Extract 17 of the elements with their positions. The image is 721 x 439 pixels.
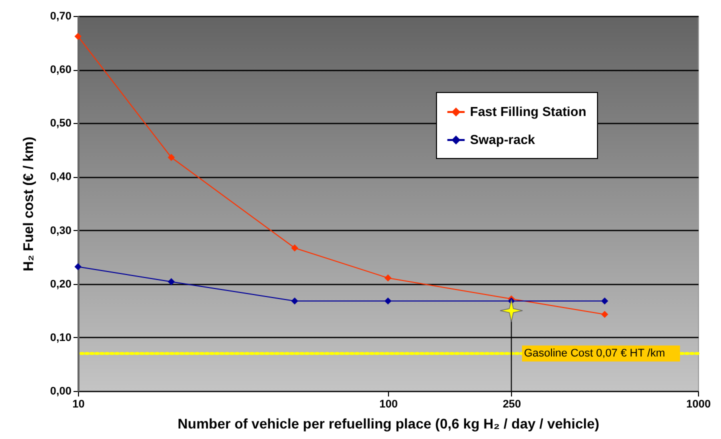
x-tick-label: 250 (502, 398, 522, 410)
x-axis-title: Number of vehicle per refuelling place (0,6 kg H₂ / day / vehicle) (178, 416, 600, 432)
y-tick-label: 0,40 (50, 171, 72, 184)
y-tick-label: 0,00 (50, 386, 72, 398)
y-tick-label: 0,20 (50, 278, 72, 290)
y-tick-label: 0,10 (50, 332, 72, 344)
x-tick-label: 1000 (686, 398, 711, 410)
y-tick-label: 0,30 (50, 224, 72, 237)
y-tick-label: 0,60 (50, 64, 72, 76)
y-tick-label: 0,70 (50, 10, 72, 22)
x-tick-label: 100 (379, 398, 398, 410)
legend-label: Fast Filling Station (470, 104, 586, 119)
y-axis-title: H₂ Fuel cost (€ / km) (20, 136, 36, 272)
ref-line-label: Gasoline Cost 0,07 € HT /km (524, 348, 666, 360)
x-tick-label: 10 (72, 398, 85, 410)
y-tick-label: 0,50 (50, 118, 72, 130)
legend-label: Swap-rack (470, 132, 536, 147)
